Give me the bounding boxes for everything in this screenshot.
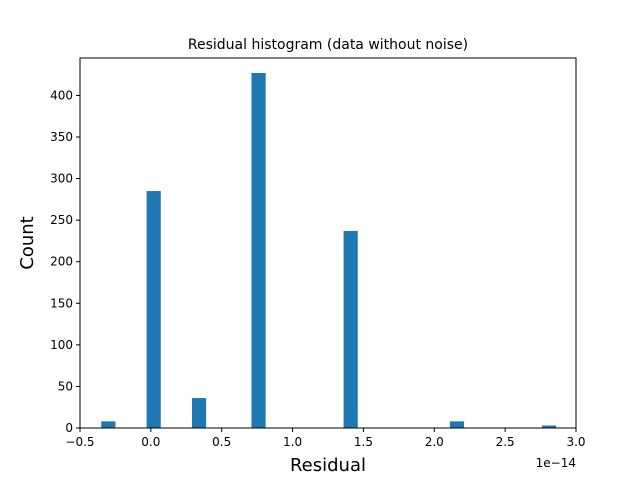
x-tick-label: 0.0 — [141, 435, 160, 449]
y-tick-label: 50 — [58, 379, 73, 393]
histogram-bar-2 — [191, 398, 207, 428]
y-tick-label: 100 — [50, 338, 73, 352]
y-tick-label: 200 — [50, 255, 73, 269]
y-tick-label: 250 — [50, 213, 73, 227]
x-tick-label: 0.5 — [212, 435, 231, 449]
x-tick-label: 3.0 — [566, 435, 585, 449]
y-tick-label: 300 — [50, 172, 73, 186]
x-tick-label: 2.0 — [425, 435, 444, 449]
x-tick-label: −0.5 — [65, 435, 94, 449]
y-tick-label: 400 — [50, 88, 73, 102]
x-offset-label: 1e−14 — [536, 456, 576, 470]
x-axis: −0.5 0.0 0.5 1.0 1.5 2.0 2.5 3.0 — [65, 428, 586, 449]
y-axis: 0 50 100 150 200 250 300 350 400 — [50, 88, 80, 435]
x-axis-label: Residual — [290, 455, 366, 476]
y-axis-label: Count — [17, 216, 38, 269]
x-tick-label: 1.5 — [354, 435, 373, 449]
plot-frame — [79, 57, 577, 429]
histogram-bar-5 — [449, 421, 465, 428]
y-tick-label: 350 — [50, 130, 73, 144]
histogram-bar-1 — [146, 191, 161, 428]
x-tick-label: 1.0 — [283, 435, 302, 449]
histogram-bar-0 — [101, 421, 116, 428]
y-tick-label: 0 — [65, 421, 73, 435]
histogram-bar-6 — [541, 425, 557, 428]
y-tick-label: 150 — [50, 296, 73, 310]
histogram-bar-3 — [251, 72, 266, 428]
chart-title: Residual histogram (data without noise) — [188, 37, 468, 53]
x-tick-label: 2.5 — [496, 435, 515, 449]
bars-layer — [101, 72, 557, 428]
histogram-bar-4 — [343, 230, 358, 428]
